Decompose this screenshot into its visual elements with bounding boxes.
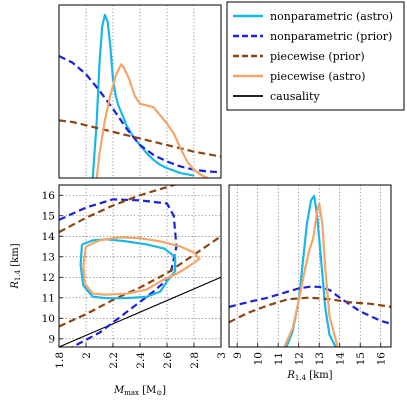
- bottom-right-r14-histogram-panel: 9 10 11 12 13 14 15 16 R1.4 [km]: [228, 184, 392, 382]
- legend-label-nonparametric-astro: nonparametric (astro): [270, 10, 393, 23]
- bottom-left-y-axis-label: R1.4 [km]: [10, 243, 22, 289]
- x-tick-label: 15: [355, 352, 367, 365]
- top-left-frame: [58, 4, 222, 179]
- x-tick-label: 2.8: [189, 352, 201, 369]
- x-tick-label: 11: [273, 352, 285, 365]
- x-tick-label: 9: [232, 352, 244, 359]
- top-left-series: [59, 13, 221, 178]
- x-tick-label: 14: [335, 352, 347, 366]
- top-left-mmax-histogram-panel: [58, 4, 222, 179]
- bottom-left-x-tick-labels: 1.8 2 2.2 2.4 2.6 2.8 3: [54, 343, 228, 369]
- bottom-left-series: [59, 185, 221, 347]
- x-tick-label: 3: [216, 352, 228, 359]
- y-tick-label: 14: [42, 231, 56, 243]
- x-tick-label: 13: [314, 352, 326, 365]
- series-line-nonparametric-prior: [229, 285, 391, 325]
- bottom-left-x-axis-label: Mmax [M⊙]: [113, 385, 166, 397]
- series-line-causality: [59, 276, 221, 347]
- series-line-piecewise-astro: [95, 63, 208, 178]
- series-line-nonparametric-prior: [59, 198, 178, 347]
- x-tick-label: 10: [253, 352, 265, 365]
- y-tick-label: 11: [42, 293, 55, 305]
- x-tick-label: 16: [376, 352, 388, 366]
- series-line-piecewise-astro: [82, 236, 201, 296]
- legend-label-nonparametric-prior: nonparametric (prior): [270, 30, 392, 43]
- series-line-nonparametric-astro: [79, 238, 177, 300]
- legend-label-piecewise-prior: piecewise (prior): [270, 50, 365, 63]
- bottom-left-joint-panel: 1.8 2 2.2 2.4 2.6 2.8 3 9 10 11 12 13 14 15 16 Mmax […: [10, 184, 228, 397]
- legend: nonparametric (astro) nonparametric (prio…: [226, 1, 405, 111]
- x-tick-label: 12: [294, 352, 306, 365]
- series-line-nonparametric-astro: [91, 13, 195, 178]
- legend-entries: nonparametric (astro) nonparametric (prio…: [233, 10, 393, 103]
- x-tick-label: 2.6: [162, 352, 174, 369]
- y-tick-label: 15: [42, 211, 55, 223]
- y-tick-label: 13: [42, 252, 55, 264]
- y-tick-label: 10: [42, 313, 55, 325]
- series-line-piecewise-prior: [229, 296, 391, 324]
- bottom-right-frame: [228, 184, 392, 348]
- bottom-left-y-tick-labels: 9 10 11 12 13 14 15 16: [42, 190, 63, 346]
- y-tick-label: 9: [48, 334, 55, 346]
- series-line-piecewise-prior: [59, 119, 221, 158]
- y-tick-label: 16: [42, 190, 56, 202]
- y-tick-label: 12: [42, 272, 55, 284]
- series-line-piecewise-prior: [59, 235, 221, 328]
- x-tick-label: 2.4: [135, 352, 147, 369]
- legend-label-piecewise-astro: piecewise (astro): [270, 70, 365, 83]
- series-line-piecewise-prior: [59, 185, 178, 234]
- bottom-right-x-axis-label: R1.4 [km]: [286, 370, 332, 382]
- bottom-right-x-tick-labels: 9 10 11 12 13 14 15 16: [232, 343, 388, 365]
- legend-label-causality: causality: [270, 90, 320, 103]
- series-line-piecewise-astro: [283, 202, 339, 347]
- x-tick-label: 2: [81, 352, 93, 359]
- x-tick-label: 2.2: [108, 352, 120, 369]
- bottom-right-series: [229, 194, 391, 347]
- x-tick-label: 1.8: [54, 352, 66, 369]
